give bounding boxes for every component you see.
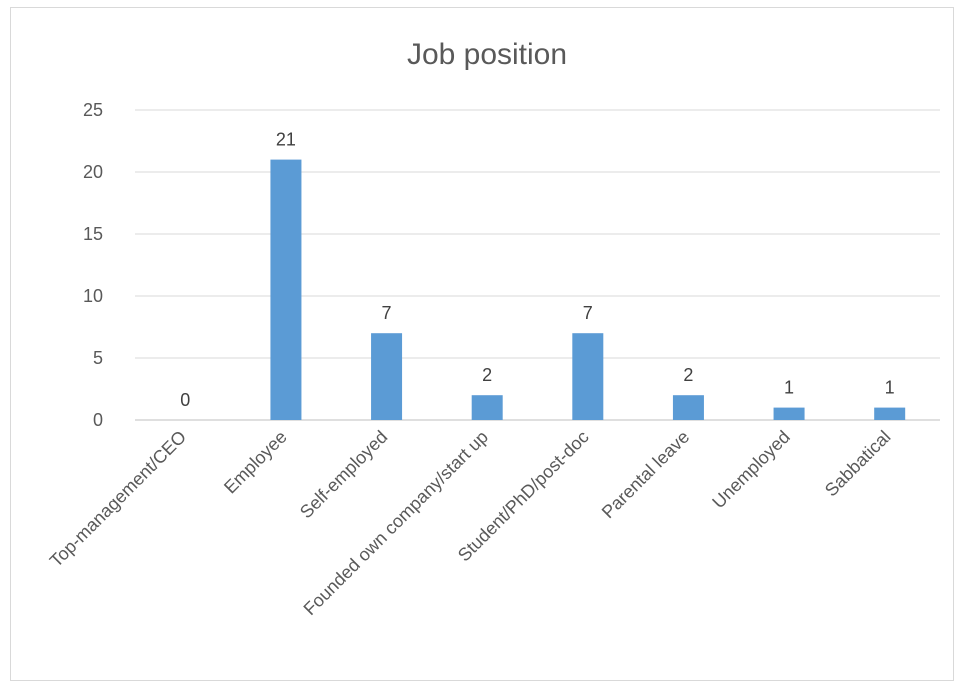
gridlines bbox=[135, 109, 940, 421]
x-category-label: Employee bbox=[220, 427, 291, 498]
y-axis-ticks: 0 5 10 15 20 25 bbox=[83, 100, 103, 430]
data-label: 7 bbox=[583, 303, 593, 323]
bar bbox=[270, 159, 302, 420]
data-label: 7 bbox=[382, 303, 392, 323]
x-category-label: Sabbatical bbox=[821, 427, 895, 501]
bar bbox=[371, 333, 403, 420]
y-tick-label: 20 bbox=[83, 162, 103, 182]
chart-frame bbox=[10, 7, 954, 681]
x-axis-categories: Top-management/CEO Employee Self-employedF… bbox=[46, 427, 895, 619]
bar bbox=[874, 407, 906, 420]
y-tick-label: 15 bbox=[83, 224, 103, 244]
x-category-label: Top-management/CEO bbox=[46, 427, 190, 571]
bar bbox=[672, 395, 704, 420]
data-label: 0 bbox=[180, 390, 190, 410]
data-label: 2 bbox=[482, 365, 492, 385]
bars bbox=[270, 159, 906, 420]
y-tick-label: 5 bbox=[93, 348, 103, 368]
data-label: 2 bbox=[683, 365, 693, 385]
x-category-label: Parental leave bbox=[598, 427, 694, 523]
bar bbox=[572, 333, 604, 420]
x-category-label: Self-employed bbox=[296, 427, 392, 523]
chart-title: Job position bbox=[407, 38, 567, 71]
y-tick-label: 25 bbox=[83, 100, 103, 120]
x-category-label: Unemployed bbox=[708, 427, 794, 513]
data-label: 1 bbox=[885, 378, 895, 398]
data-label: 1 bbox=[784, 378, 794, 398]
x-category-label: Founded own company/start up bbox=[300, 427, 492, 619]
data-label: 21 bbox=[276, 130, 296, 150]
bar bbox=[471, 395, 503, 420]
y-tick-label: 10 bbox=[83, 286, 103, 306]
bar bbox=[773, 407, 805, 420]
y-tick-label: 0 bbox=[93, 410, 103, 430]
